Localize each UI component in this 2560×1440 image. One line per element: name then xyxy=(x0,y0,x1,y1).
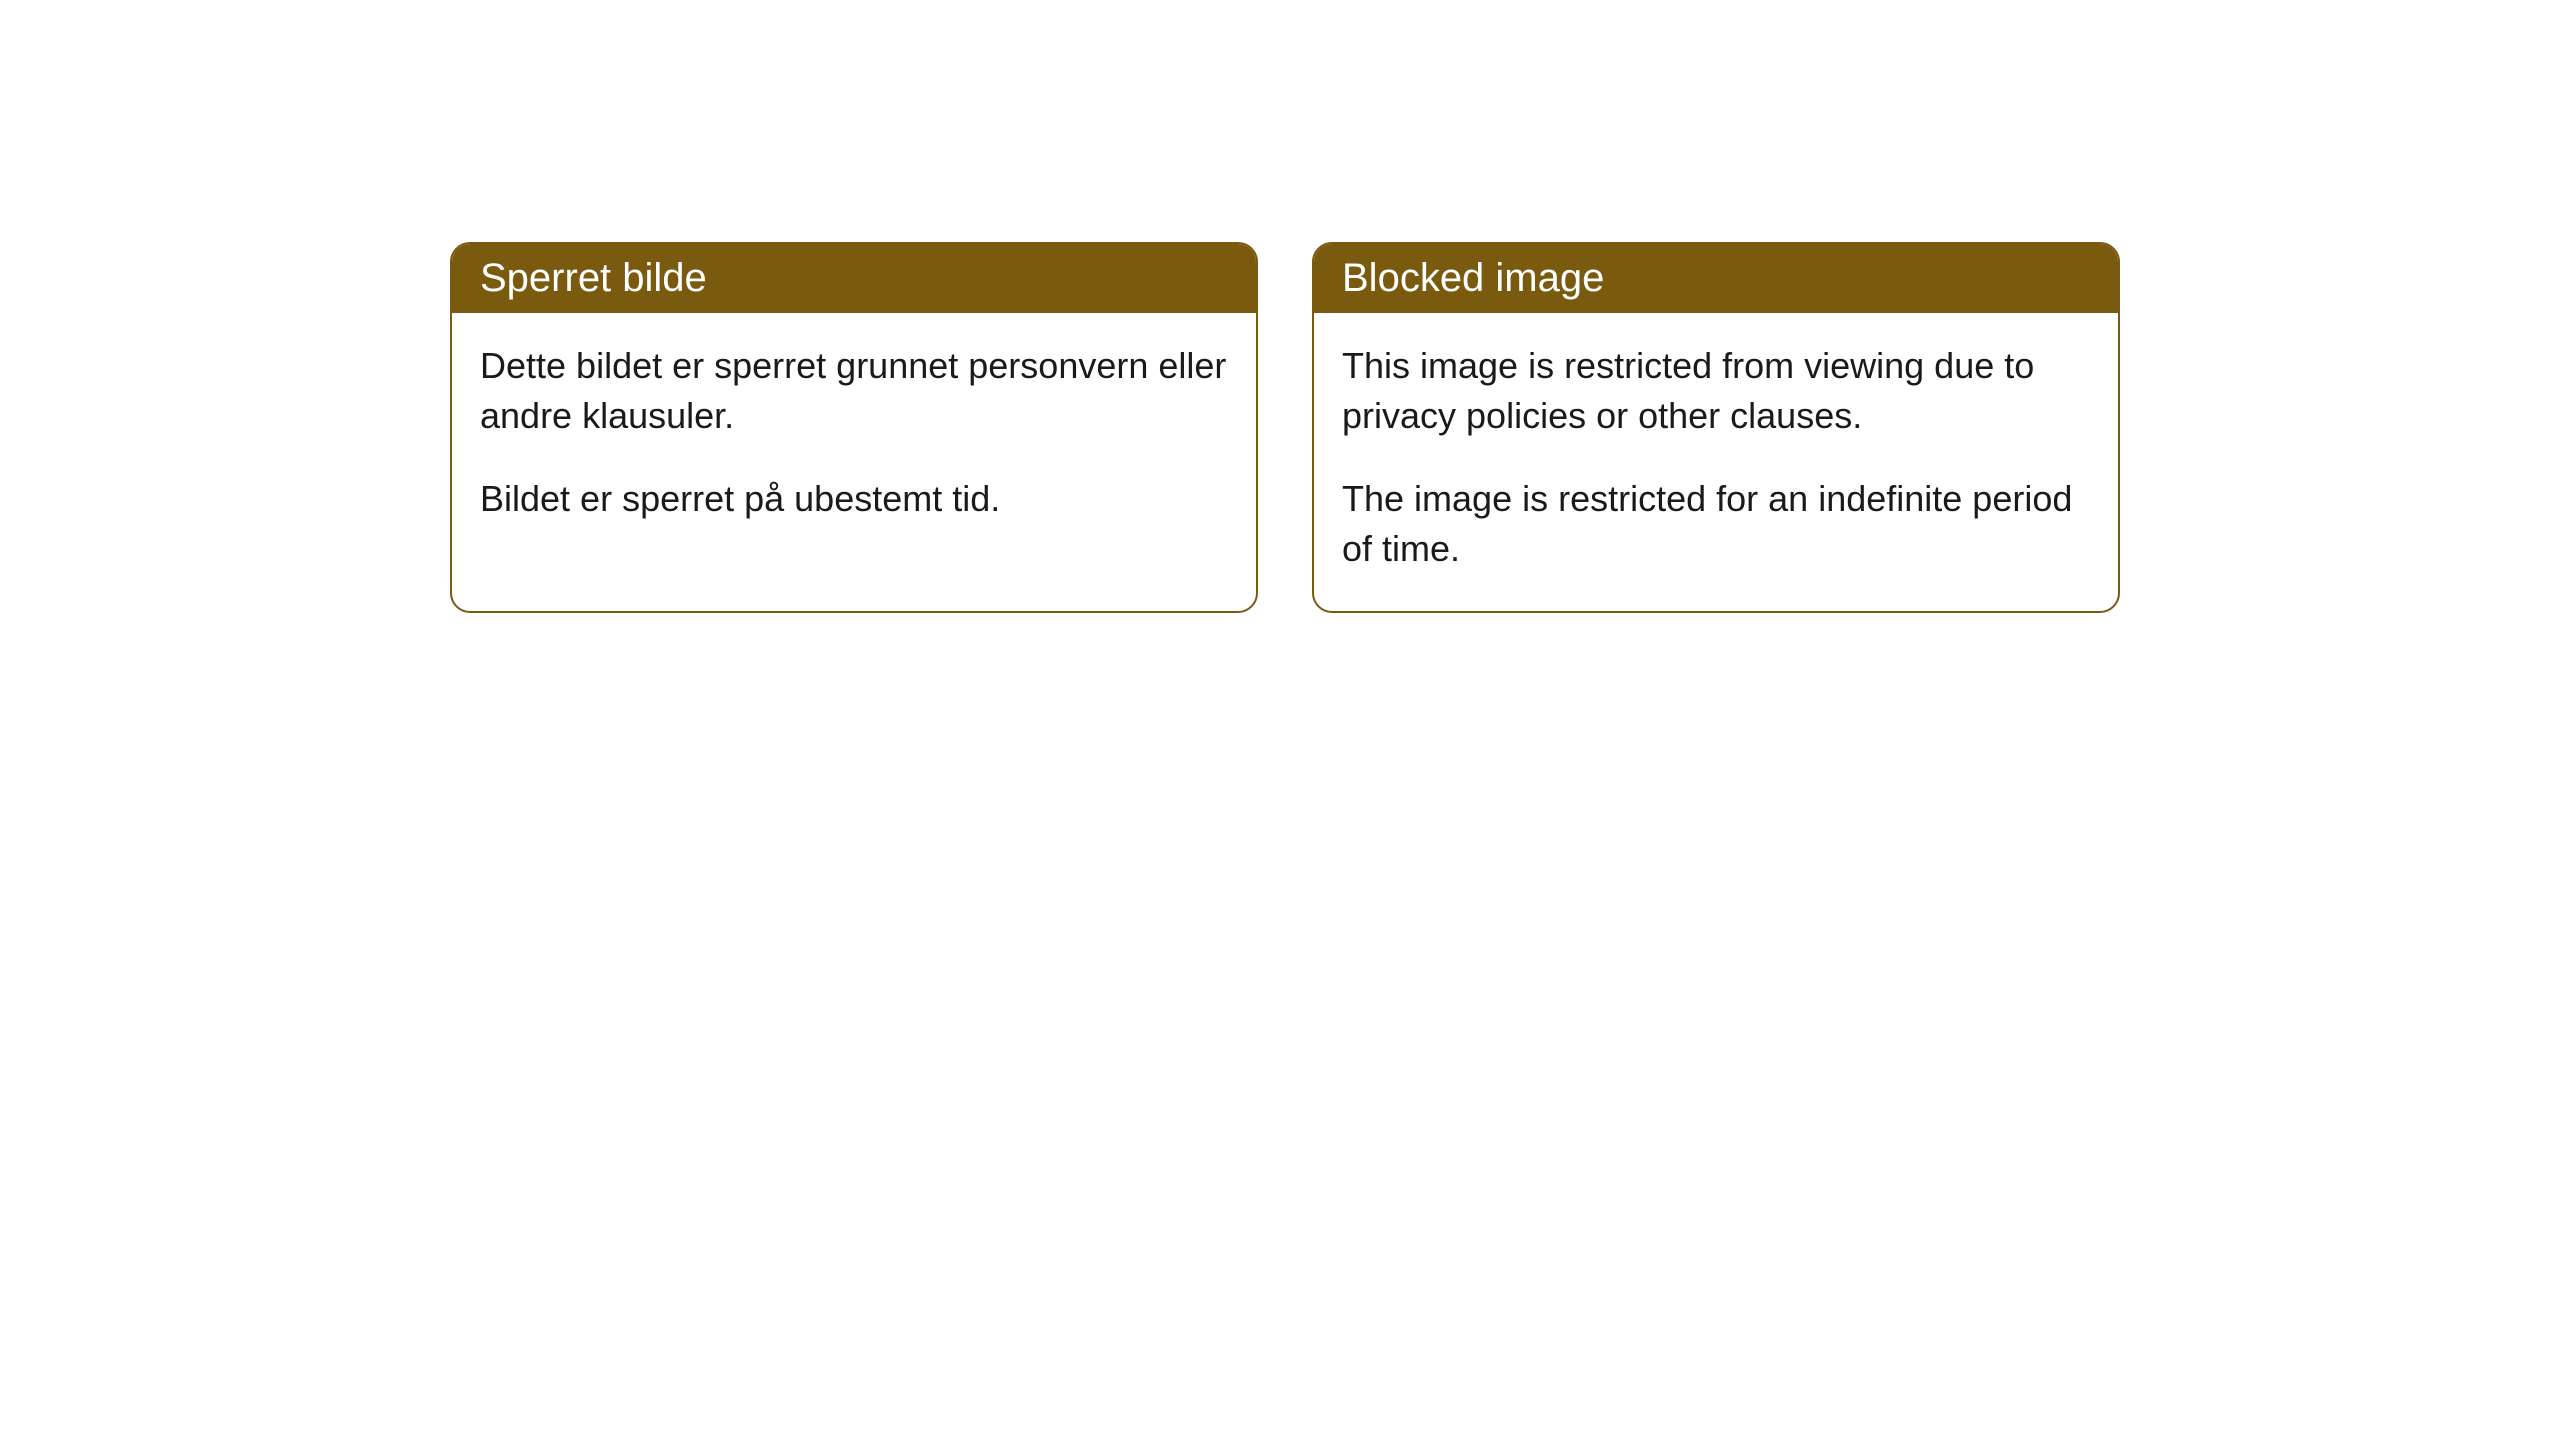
card-header: Blocked image xyxy=(1314,244,2118,313)
card-title: Blocked image xyxy=(1342,256,1604,300)
notice-card-english: Blocked image This image is restricted f… xyxy=(1312,242,2120,613)
card-paragraph: The image is restricted for an indefinit… xyxy=(1342,474,2090,575)
card-paragraph: Dette bildet er sperret grunnet personve… xyxy=(480,341,1228,442)
card-body: This image is restricted from viewing du… xyxy=(1314,313,2118,611)
card-title: Sperret bilde xyxy=(480,256,707,300)
notice-card-norwegian: Sperret bilde Dette bildet er sperret gr… xyxy=(450,242,1258,613)
card-paragraph: This image is restricted from viewing du… xyxy=(1342,341,2090,442)
notice-cards-container: Sperret bilde Dette bildet er sperret gr… xyxy=(450,242,2120,613)
card-header: Sperret bilde xyxy=(452,244,1256,313)
card-paragraph: Bildet er sperret på ubestemt tid. xyxy=(480,474,1228,524)
card-body: Dette bildet er sperret grunnet personve… xyxy=(452,313,1256,560)
